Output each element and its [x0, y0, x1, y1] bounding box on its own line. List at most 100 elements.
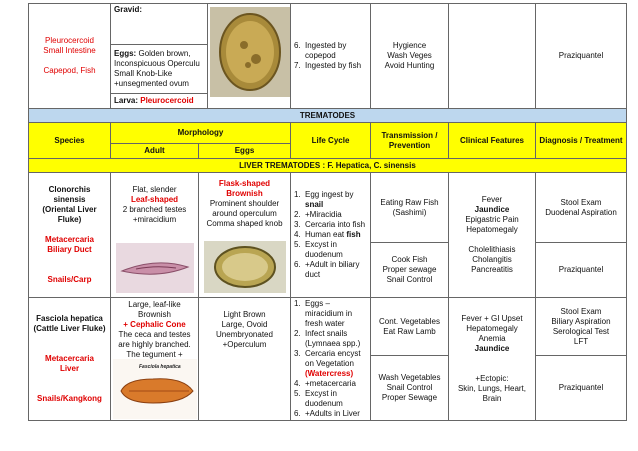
clinical-cell: Fever Jaundice Epigastric Pain Hepatomegaly… — [448, 172, 536, 298]
cell-part — [222, 253, 268, 281]
cell-text: + Cephalic Cone — [123, 320, 186, 329]
cell-part: Larva: Pleurocercoid — [114, 96, 194, 106]
header-cell: Clinical Features — [448, 122, 536, 159]
cell-part: 4. Human eat fish — [294, 230, 367, 240]
cell-text: Small Intestine — [43, 46, 96, 55]
cell-text: Light Brown — [223, 310, 266, 319]
egg-image — [204, 241, 286, 293]
section-title: TREMATODES — [28, 108, 627, 123]
cell-text: Jaundice — [474, 344, 510, 353]
cell-text: Wash Vegetables — [378, 373, 441, 382]
cell-text: Stool Exam — [560, 197, 602, 207]
cell-part: 5. Excyst in duodenum — [294, 389, 367, 409]
header-cell: Species — [28, 122, 111, 159]
cell-text: Comma shaped knob — [206, 219, 283, 228]
eggs-cell: Eggs: Golden brown, Inconspicuous Opercu… — [110, 44, 208, 94]
cell-text: fish — [346, 230, 361, 239]
cell-text: Cercaria into fish — [305, 220, 366, 229]
cell-text: The ceca and testes are highly branched. — [118, 330, 191, 349]
cell-text: Wash Veges — [387, 51, 432, 60]
cell-text: 2 branched testes — [122, 205, 187, 214]
cell-text: 6. — [294, 41, 301, 50]
cell-text: Morphology — [177, 128, 224, 137]
cell-text: Species — [54, 135, 85, 145]
cell-text: +Miracidia — [305, 210, 342, 219]
cell-part — [245, 62, 251, 68]
cell-part: 2. +Miracidia — [294, 210, 367, 220]
cell-text: (Sashimi) — [392, 207, 427, 217]
cell-text: Adult — [144, 146, 165, 155]
cell-text: Large, Ovoid — [221, 320, 268, 329]
cell-text: Proper sewage — [382, 265, 437, 274]
cell-text: 4. — [294, 230, 301, 239]
cell-text: Cholelithiasis — [468, 245, 516, 254]
gravid-cell: Gravid: — [110, 3, 208, 45]
clinical-cell: Fever + GI Upset Hepatomegaly Anemia Jaundi… — [448, 297, 536, 421]
cell-text: Praziquantel — [558, 383, 604, 392]
cell-text: +Ectopic: — [475, 374, 509, 383]
header-cell: Diagnosis / Treatment — [535, 122, 627, 159]
adult-image — [116, 243, 194, 293]
cell-text: +Adult in biliary duct — [305, 260, 360, 279]
species-cell: Pleurocercoid Small Intestine Capepod, Fis… — [28, 3, 111, 109]
cell-part: Cercaria encyst on Vegetation (Watercres… — [305, 349, 367, 379]
cell-text: Large, leaf-like — [128, 300, 181, 309]
cell-part: 5. Excyst in duodenum — [294, 240, 367, 260]
cell-text: Skin, Lungs, Heart, Brain — [457, 384, 527, 403]
cell-part: 6. Ingested by copepod — [294, 41, 367, 61]
diagnosis-cell: Praziquantel — [535, 3, 627, 109]
cell-text: Duodenal Aspiration — [545, 207, 617, 217]
cell-text: +metacercaria — [305, 379, 356, 388]
transmission-cell: Cook Fish Proper sewage Snail Control — [370, 242, 449, 298]
cell-text: Eggs — [234, 146, 255, 155]
adult-cell: Flat, slender Leaf-shaped 2 branched teste… — [110, 172, 199, 298]
cell-text: Excyst in duodenum — [305, 389, 343, 408]
cell-text: Ingested by copepod — [305, 41, 347, 60]
cell-text: Metacercaria — [45, 354, 94, 363]
cell-text: Inconspicuous Operculu — [114, 59, 200, 68]
cell-part: 2. Infect snails (Lymnaea spp.) — [294, 329, 367, 349]
cell-text: +unsegmented ovum — [114, 79, 189, 88]
cell-text: Snail Control — [386, 383, 433, 392]
image-caption: Fasciola hepatica — [139, 364, 181, 370]
cell-text: Brownish — [226, 189, 263, 198]
cell-text: Pancreatitis — [471, 265, 513, 274]
cell-part: Egg ingest by snail — [305, 190, 367, 210]
header-cell: Eggs — [198, 143, 291, 159]
cell-text: (Oriental Liver Fluke) — [42, 205, 97, 224]
cell-text: Praziquantel — [558, 51, 604, 60]
egg-image — [210, 7, 290, 97]
cell-text: Hepatomegaly — [466, 324, 518, 333]
cell-text: Cholangitis — [472, 255, 512, 264]
species-cell: Clonorchis sinensis (Oriental Liver Fluke… — [28, 172, 111, 298]
cell-text: 3. — [294, 220, 301, 229]
cell-text: Snails/Kangkong — [37, 394, 102, 403]
cell-text: Hygience — [392, 41, 427, 50]
header-cell: Transmission / Prevention — [370, 122, 449, 159]
cell-text: Prominent shoulder — [209, 199, 280, 208]
cell-text: Infect snails (Lymnaea spp.) — [305, 329, 361, 348]
cell-text: around operculum — [212, 209, 277, 218]
cell-text: 4. — [294, 379, 301, 388]
cell-text: Eat Raw Lamb — [383, 326, 436, 336]
cell-text: Hepatomegaly — [466, 225, 518, 234]
cell-text: Gravid: — [114, 5, 143, 14]
cell-part: 7. Ingested by fish — [294, 61, 367, 71]
cell-part: 1. Egg ingest by snail — [294, 190, 367, 210]
clinical-cell — [448, 3, 536, 109]
cell-text: Eating Raw Fish — [380, 197, 439, 207]
cell-text: (Watercress) — [305, 369, 354, 378]
image-cell — [207, 3, 291, 109]
cell-text: Eggs: — [114, 49, 137, 58]
adult-cell: Large, leaf-like Brownish + Cephalic Cone T… — [110, 297, 199, 421]
cell-text: Brownish — [138, 310, 171, 319]
life-cycle-cell: 1. Egg ingest by snail 2. +Miracidia 3. Cer… — [290, 172, 371, 298]
cell-text: Larva: — [114, 96, 139, 105]
cell-text: Anemia — [478, 334, 506, 343]
cell-text: 2. — [294, 329, 301, 338]
cell-text: Biliary Aspiration — [551, 316, 611, 326]
transmission-cell: Hygience Wash Veges Avoid Hunting — [370, 3, 449, 109]
diagnosis-cell: Praziquantel — [535, 355, 627, 421]
cell-part: 6. +Adult in biliary duct — [294, 260, 367, 280]
